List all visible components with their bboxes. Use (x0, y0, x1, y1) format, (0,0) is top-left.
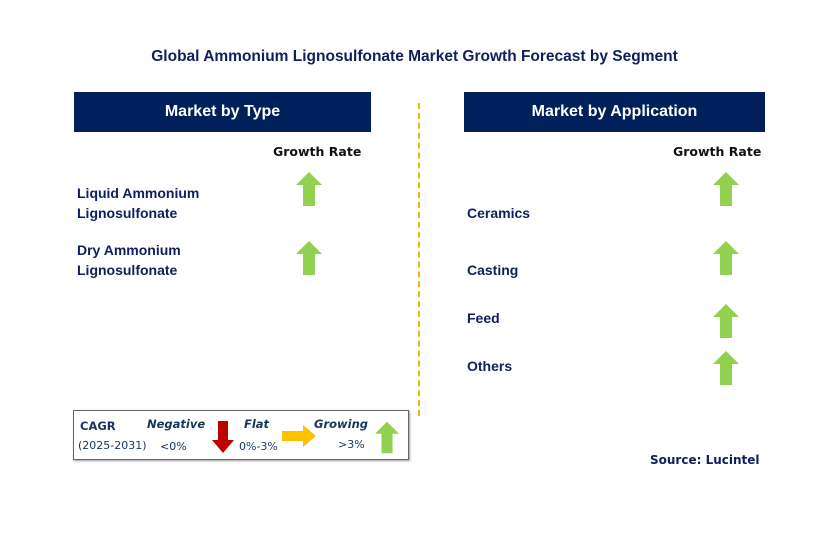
legend-negative-range: <0% (160, 440, 187, 453)
legend-negative-label: Negative (147, 417, 206, 431)
type-item-label-line1: Liquid Ammonium (77, 185, 200, 201)
growth-rate-label-type: Growth Rate (273, 144, 362, 159)
type-item-label-line2: Lignosulfonate (77, 205, 178, 221)
dashed-divider (418, 103, 420, 416)
up-arrow-icon (713, 351, 739, 385)
legend-growing-label: Growing (314, 417, 368, 431)
type-item-label-line2: Lignosulfonate (77, 262, 178, 278)
application-item-casting: Casting (467, 262, 519, 278)
type-item-liquid: Liquid Ammonium Lignosulfonate (77, 183, 199, 223)
legend-cagr-label: CAGR (80, 419, 116, 433)
growth-rate-label-application: Growth Rate (673, 144, 762, 159)
up-arrow-icon (375, 421, 399, 454)
market-by-application-header: Market by Application (464, 92, 765, 132)
up-arrow-icon (713, 172, 739, 206)
type-item-label-line1: Dry Ammonium (77, 242, 181, 258)
market-by-type-header: Market by Type (74, 92, 371, 132)
legend-period: (2025-2031) (78, 439, 147, 452)
source-label: Source: Lucintel (650, 453, 760, 467)
application-item-ceramics: Ceramics (467, 205, 531, 221)
legend-growing-range: >3% (338, 438, 365, 451)
cagr-legend: CAGR (2025-2031) Negative <0% Flat 0%-3%… (73, 410, 409, 460)
legend-flat-label: Flat (244, 417, 270, 431)
type-item-dry: Dry Ammonium Lignosulfonate (77, 240, 181, 280)
down-arrow-icon (212, 421, 234, 453)
right-arrow-icon (282, 425, 316, 447)
application-item-others: Others (467, 358, 513, 374)
application-item-feed: Feed (467, 310, 500, 326)
page-title: Global Ammonium Lignosulfonate Market Gr… (151, 48, 678, 65)
up-arrow-icon (713, 241, 739, 275)
up-arrow-icon (296, 172, 322, 206)
up-arrow-icon (713, 304, 739, 338)
legend-flat-range: 0%-3% (239, 440, 278, 453)
up-arrow-icon (296, 241, 322, 275)
